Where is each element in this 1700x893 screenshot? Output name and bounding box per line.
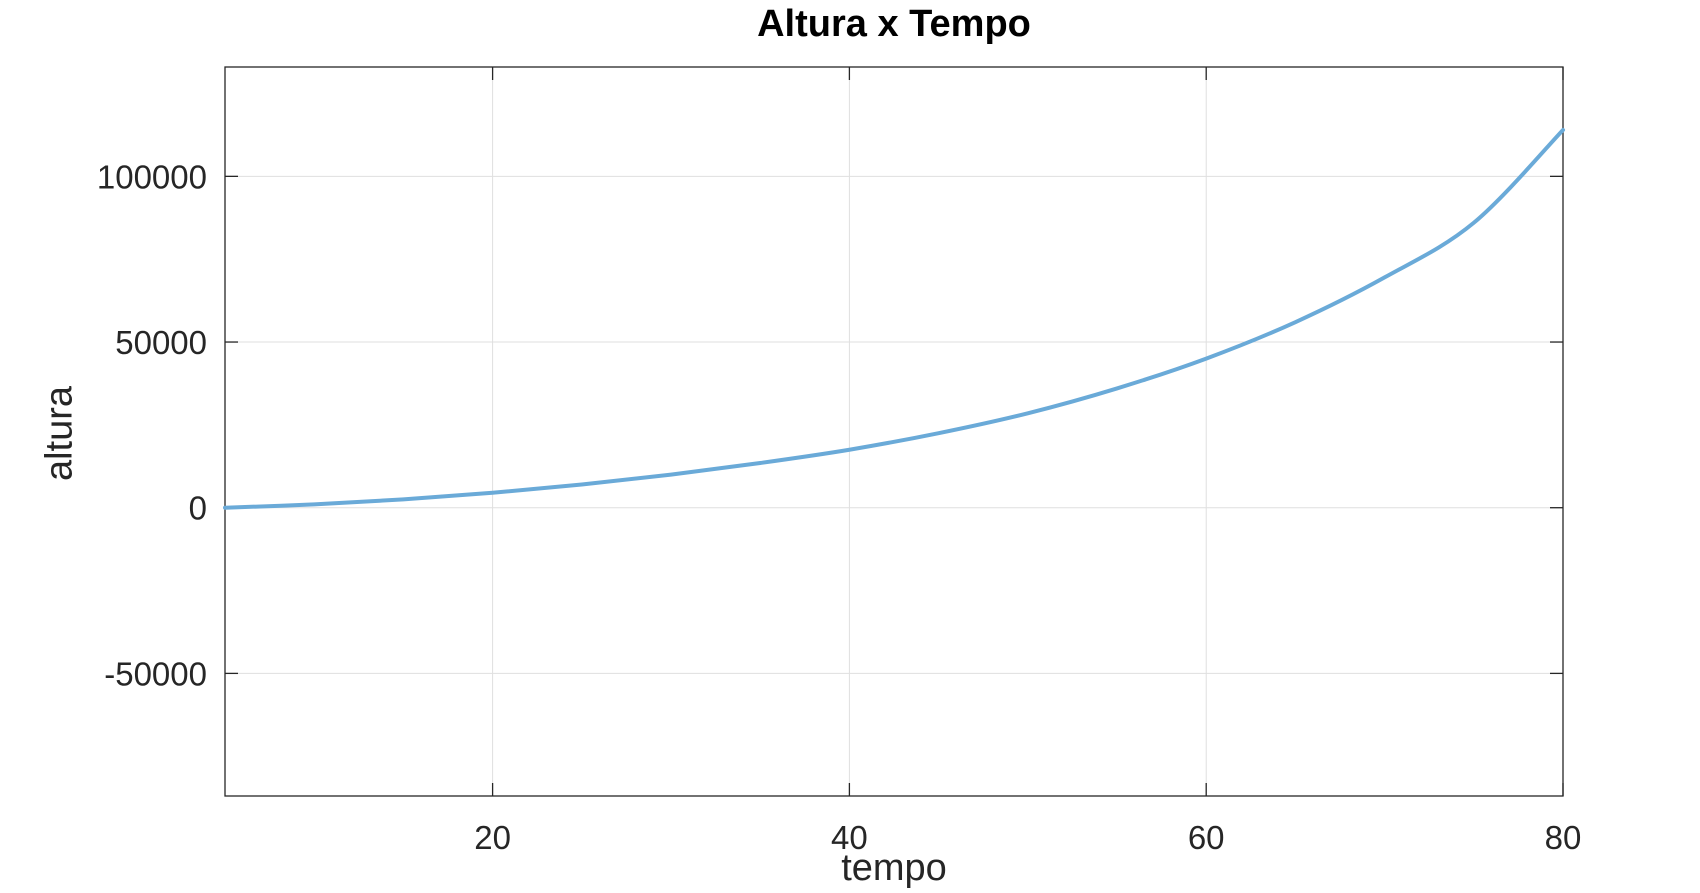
plot-frame (224, 66, 1564, 797)
series-layer (223, 127, 1565, 510)
x-tick-labels: 20 40 60 80 (474, 819, 1581, 856)
x-tick-label: 80 (1545, 819, 1582, 856)
x-tick-label: 40 (831, 819, 868, 856)
x-axis-title: tempo (841, 847, 947, 888)
y-tick-labels: -50000 0 50000 100000 (97, 158, 207, 692)
y-tick-label: 100000 (97, 158, 207, 195)
tick-marks (225, 67, 1564, 796)
chart-title: Altura x Tempo (757, 3, 1031, 45)
y-tick-label: -50000 (104, 655, 207, 692)
y-axis-title: altura (38, 385, 80, 481)
x-tick-label: 60 (1188, 819, 1225, 856)
y-tick-label: 50000 (115, 324, 207, 361)
y-tick-label: 0 (189, 490, 207, 527)
x-tick-label: 20 (474, 819, 511, 856)
series-line (223, 127, 1565, 510)
